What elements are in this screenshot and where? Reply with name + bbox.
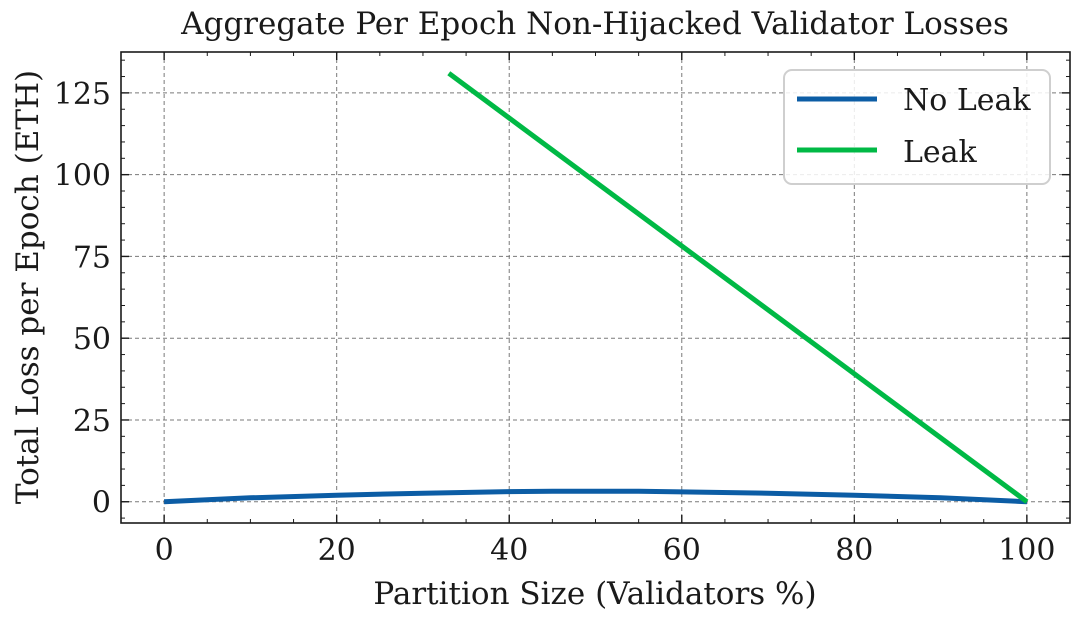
tick-marks <box>121 52 1070 523</box>
y-tick-label: 25 <box>73 404 111 439</box>
y-tick-label: 50 <box>73 322 111 357</box>
legend-label-no-leak: No Leak <box>903 83 1031 118</box>
y-axis-label: Total Loss per Epoch (ETH) <box>10 70 46 504</box>
x-tick-label: 100 <box>998 533 1055 568</box>
series-line-leak <box>447 71 1029 504</box>
x-tick-label: 60 <box>663 533 701 568</box>
x-tick-label: 0 <box>155 533 174 568</box>
series-lines <box>163 71 1029 505</box>
legend: No Leak Leak <box>783 69 1051 185</box>
x-axis-label: Partition Size (Validators %) <box>373 576 816 612</box>
legend-label-leak: Leak <box>903 135 978 170</box>
y-tick-label: 75 <box>73 240 111 275</box>
y-tick-label: 0 <box>92 486 111 521</box>
chart-title: Aggregate Per Epoch Non-Hijacked Validat… <box>180 6 1009 42</box>
x-tick-label: 20 <box>318 533 356 568</box>
y-tick-label: 125 <box>54 77 111 112</box>
x-tick-label: 80 <box>835 533 873 568</box>
y-tick-label: 100 <box>54 159 111 194</box>
tick-labels: 0 20 40 60 80 100 0 25 50 75 100 125 <box>54 77 1056 568</box>
plot-frame <box>120 51 1071 524</box>
x-tick-label: 40 <box>490 533 528 568</box>
series-line-no-leak <box>163 488 1028 505</box>
